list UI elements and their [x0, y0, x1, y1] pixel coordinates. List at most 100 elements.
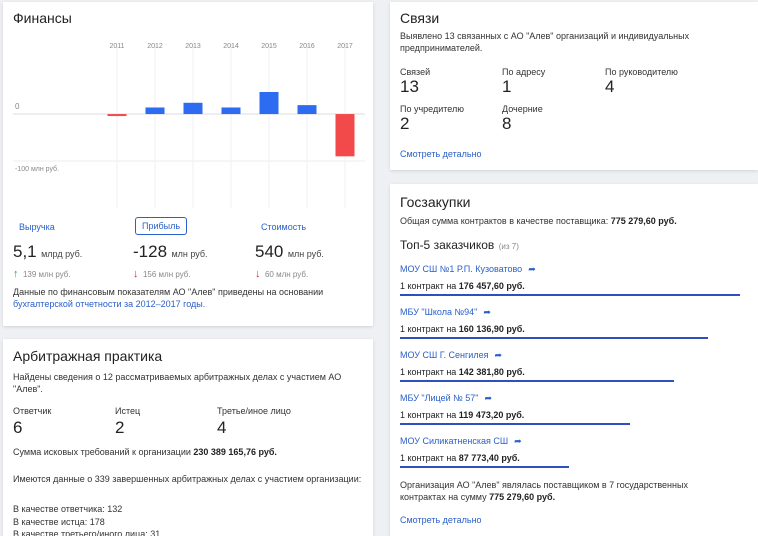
finance-note-text: Данные по финансовым показателям АО "Але…: [13, 287, 324, 297]
customer-item: МОУ СШ Г. Сенгилея ➦ 1 контракт на 142 38…: [400, 350, 675, 382]
arbitr-claims: Сумма исковых требований к организации 2…: [13, 446, 277, 458]
customer-link[interactable]: МОУ СШ Г. Сенгилея: [400, 350, 489, 360]
customer-sum: 142 381,80 руб.: [458, 367, 525, 377]
customer-link[interactable]: МОУ Силикатненская СШ: [400, 436, 509, 446]
goszak-more-link[interactable]: Смотреть детально: [400, 515, 482, 525]
role-label: Третье/иное лицо: [217, 406, 291, 416]
share-arrow-icon[interactable]: ➦: [494, 350, 503, 360]
role-value: 2: [115, 418, 125, 437]
claims-value: 230 389 165,76 руб.: [193, 447, 277, 457]
metric-profit-value: -128: [133, 242, 168, 261]
role-value: 4: [217, 418, 227, 437]
stat-label: Дочерние: [502, 104, 543, 114]
tab-revenue[interactable]: Выручка: [19, 222, 55, 232]
links-stat-founder: По учредителю 2: [400, 104, 464, 134]
customer-sum: 160 136,90 руб.: [458, 324, 525, 334]
bar-2015[interactable]: [259, 91, 279, 115]
customer-link[interactable]: МБУ "Лицей № 57": [400, 393, 479, 403]
customer-link[interactable]: МОУ СШ №1 Р.П. Кузоватово: [400, 264, 523, 274]
total-label: Общая сумма контрактов в качестве постав…: [400, 216, 611, 226]
metric-value-value: 540: [255, 242, 284, 261]
links-more-link[interactable]: Смотреть детально: [400, 149, 482, 159]
x-tick-label: 2013: [185, 43, 201, 50]
arbitr-as-defendant: В качестве ответчика: 132: [13, 504, 123, 514]
arbitr-desc: Найдены сведения о 12 рассматриваемых ар…: [13, 372, 342, 394]
customer-item: МБУ "Лицей № 57" ➦ 1 контракт на 119 473,…: [400, 393, 631, 425]
stat-value: 2: [400, 114, 410, 133]
metric-value-sub: 60 млн руб.: [264, 270, 309, 279]
x-tick-label: 2015: [261, 43, 277, 50]
customer-sum-label: 1 контракт на: [400, 324, 459, 334]
arbitr-card: Арбитражная практика Найдены сведения о …: [3, 339, 373, 536]
customer-link[interactable]: МБУ "Школа №94": [400, 307, 478, 317]
stat-value: 4: [605, 77, 615, 96]
arbitr-role-plaintiff: Истец 2: [115, 406, 140, 438]
axis-neg-label: -100 млн руб.: [15, 166, 60, 173]
x-tick-label: 2017: [337, 43, 353, 50]
arrow-down-icon: ↓: [255, 268, 261, 280]
customer-share-bar: [400, 423, 631, 425]
role-label: Истец: [115, 406, 141, 416]
finance-title: Финансы: [13, 10, 72, 26]
summary-text: Организация АО "Алев" являлась поставщик…: [400, 480, 688, 502]
links-card: Связи Выявлено 13 связанных с АО "Алев" …: [390, 2, 758, 170]
metric-value: 540 млн руб. ↓ 60 млн руб.: [255, 242, 324, 282]
customer-item: МОУ Силикатненская СШ ➦ 1 контракт на 87 …: [400, 436, 569, 468]
arbitr-finished: Имеются данные о 339 завершенных арбитра…: [13, 474, 362, 484]
axis-zero-label: 0: [15, 102, 20, 111]
links-stat-address: По адресу 1: [502, 67, 545, 97]
metric-revenue: 5,1 млрд руб. ↑ 139 млн руб.: [13, 242, 82, 282]
bar-2016[interactable]: [297, 105, 317, 115]
x-tick-label: 2012: [147, 43, 163, 50]
customer-item: МБУ "Школа №94" ➦ 1 контракт на 160 136,9…: [400, 307, 709, 339]
customer-sum: 119 473,20 руб.: [458, 410, 525, 420]
links-stat-subsidiary: Дочерние 8: [502, 104, 543, 134]
metric-revenue-unit: млрд руб.: [41, 249, 83, 259]
metric-profit-sub: 156 млн руб.: [142, 270, 191, 279]
metric-profit-unit: млн руб.: [171, 249, 208, 259]
bar-2017[interactable]: [335, 114, 355, 157]
links-desc: Выявлено 13 связанных с АО "Алев" органи…: [400, 31, 690, 53]
customer-share-bar: [400, 294, 740, 296]
tab-value[interactable]: Стоимость: [261, 222, 307, 232]
customer-sum-label: 1 контракт на: [400, 281, 459, 291]
arrow-down-icon: ↓: [133, 268, 139, 280]
role-label: Ответчик: [13, 406, 52, 416]
x-tick-label: 2011: [109, 43, 124, 50]
finance-note: Данные по финансовым показателям АО "Але…: [13, 286, 363, 310]
customer-sum-label: 1 контракт на: [400, 453, 459, 463]
stat-label: По адресу: [502, 67, 546, 77]
customer-item: МОУ СШ №1 Р.П. Кузоватово ➦ 1 контракт на…: [400, 264, 740, 296]
x-tick-label: 2016: [299, 43, 315, 50]
goszak-total: Общая сумма контрактов в качестве постав…: [400, 215, 677, 227]
bar-2013[interactable]: [183, 102, 203, 115]
share-arrow-icon[interactable]: ➦: [514, 436, 522, 446]
stat-value: 13: [400, 77, 419, 96]
bar-2012[interactable]: [145, 107, 165, 115]
role-value: 6: [13, 418, 23, 437]
finance-chart: 2011 2012 2013 2014 2015 2016 2017 0 -100 млн …: [3, 36, 373, 212]
arbitr-title: Арбитражная практика: [13, 348, 163, 364]
bar-2011[interactable]: [107, 114, 127, 117]
top-count: (из 7): [498, 242, 519, 251]
top-customers-heading: Топ-5 заказчиков (из 7): [400, 236, 519, 254]
tab-profit[interactable]: Прибыль: [135, 217, 188, 235]
customer-share-bar: [400, 466, 569, 468]
stat-label: По учредителю: [400, 104, 464, 114]
links-stat-total: Связей 13: [400, 67, 430, 97]
metric-revenue-sub: 139 млн руб.: [22, 270, 71, 279]
share-arrow-icon[interactable]: ➦: [528, 264, 536, 274]
bar-2014[interactable]: [221, 107, 241, 115]
x-tick-label: 2014: [223, 43, 239, 50]
customer-sum-label: 1 контракт на: [400, 410, 459, 420]
arbitr-as-third: В качестве третьего/иного лица: 31: [13, 529, 161, 536]
finance-chart-svg: 2011 2012 2013 2014 2015 2016 2017: [13, 43, 365, 208]
metric-value-unit: млн руб.: [287, 249, 324, 259]
share-arrow-icon[interactable]: ➦: [483, 307, 491, 317]
customer-sum: 176 457,60 руб.: [458, 281, 525, 291]
share-arrow-icon[interactable]: ➦: [484, 393, 493, 403]
goszak-summary: Организация АО "Алев" являлась поставщик…: [400, 479, 720, 503]
metric-profit: -128 млн руб. ↓ 156 млн руб.: [133, 242, 208, 282]
finance-note-link[interactable]: бухгалтерской отчетности за 2012–2017 го…: [13, 299, 206, 309]
stat-value: 1: [502, 77, 512, 96]
